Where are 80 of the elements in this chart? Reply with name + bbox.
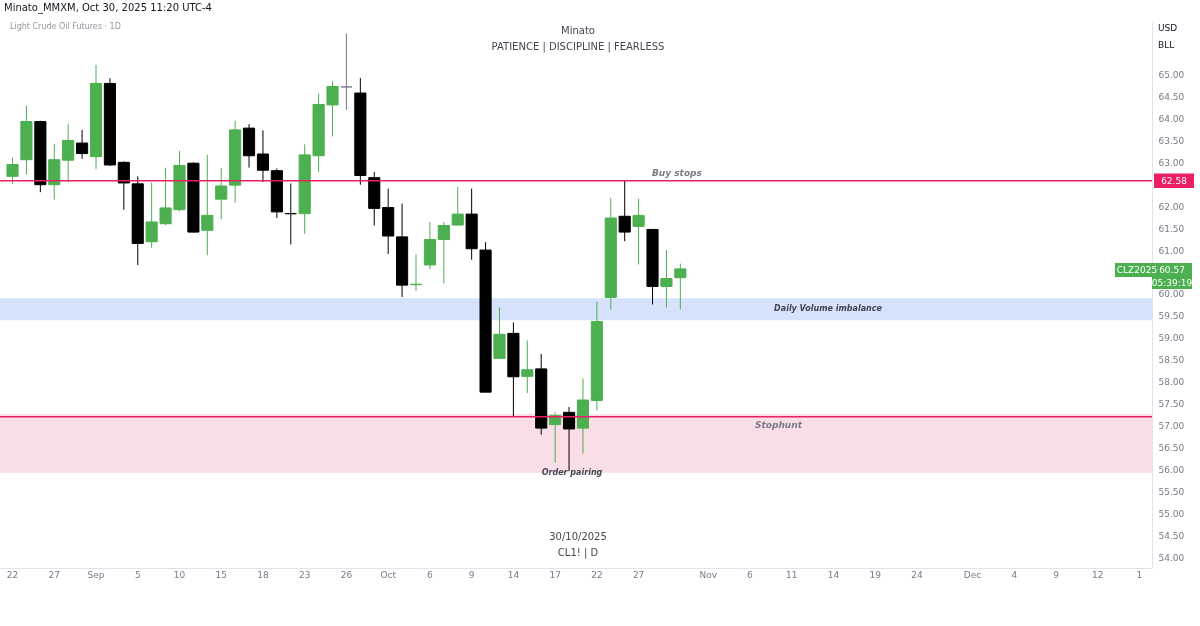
text: 62.58	[1161, 176, 1188, 186]
y-tick-label: 59.00	[1158, 333, 1185, 344]
x-tick-label: 9	[1053, 569, 1060, 580]
candlestick	[521, 339, 534, 394]
annotation: PATIENCE | DISCIPLINE | FEARLESS	[491, 41, 665, 53]
x-tick-label: 4	[1011, 569, 1018, 580]
x-tick-label: 6	[427, 569, 434, 580]
x-tick-label: 15	[215, 569, 227, 580]
candlestick	[632, 198, 645, 266]
x-tick-label: 26	[340, 569, 353, 580]
candlestick	[62, 123, 75, 183]
candlestick	[256, 129, 270, 183]
x-tick-label: 24	[911, 569, 923, 580]
x-tick-label: 27	[632, 569, 645, 580]
y-tick-label: 65.00	[1158, 70, 1185, 81]
annotation: CLZ2025	[1116, 265, 1158, 275]
y-tick-label: 58.50	[1158, 355, 1185, 366]
x-tick-label: 22	[6, 569, 19, 580]
y-tick-label: 56.50	[1158, 442, 1185, 453]
annotation: Minato	[561, 25, 595, 36]
annotation: CL1! | D	[557, 547, 599, 559]
y-tick-label: 61.00	[1158, 245, 1185, 256]
x-tick-label: 6	[747, 569, 754, 580]
candlestick	[660, 249, 673, 308]
ref-line-label: Buy stops	[652, 167, 703, 178]
band-label: Order pairing	[541, 467, 603, 477]
x-tick-label: Oct	[380, 569, 397, 580]
y-tick-label: 64.00	[1158, 113, 1185, 124]
text: 60.57	[1159, 265, 1185, 275]
x-tick-label: 19	[869, 569, 882, 580]
x-tick-label: 10	[173, 569, 186, 580]
y-tick-label: 59.50	[1158, 311, 1185, 322]
y-tick-label: 64.50	[1158, 92, 1185, 103]
x-tick-label: 11	[785, 569, 798, 580]
x-tick-label: Nov	[699, 569, 718, 580]
candlestick	[284, 182, 297, 245]
text: USD	[1158, 23, 1178, 33]
y-tick-label: 55.00	[1158, 508, 1185, 519]
candlestick	[451, 186, 464, 226]
candlestick	[6, 157, 19, 185]
candlestick	[674, 263, 687, 310]
annotation: 05:39:19	[1151, 278, 1193, 288]
x-tick-label: 18	[257, 569, 269, 580]
x-tick-label: 14	[827, 569, 840, 580]
y-tick-label: 63.50	[1158, 135, 1185, 146]
text: BLL	[1158, 40, 1175, 50]
y-tick-label: 63.00	[1158, 157, 1185, 168]
y-tick-label: 60.00	[1158, 289, 1185, 300]
candlestick	[201, 154, 214, 256]
y-tick-label: 54.50	[1158, 530, 1185, 541]
x-tick-label: 5	[134, 569, 141, 580]
candlestick	[215, 167, 228, 220]
y-tick-label: 61.50	[1158, 223, 1185, 234]
candlestick	[437, 221, 450, 284]
band-label: Daily Volume imbalance	[774, 304, 883, 314]
y-tick-label: 62.00	[1158, 201, 1185, 212]
x-tick-label: 17	[549, 569, 561, 580]
x-tick-label: 22	[591, 569, 603, 580]
x-tick-label: 12	[1092, 569, 1104, 580]
candlestick	[76, 129, 89, 160]
annotation: 30/10/2025	[549, 531, 607, 542]
y-tick-label: 54.00	[1158, 552, 1185, 563]
x-tick-label: 23	[298, 569, 311, 580]
y-tick-label: 57.50	[1158, 399, 1185, 410]
x-tick-label: 9	[468, 569, 475, 580]
x-tick-label: 27	[48, 569, 60, 580]
x-tick-label: Sep	[87, 569, 105, 580]
x-tick-label: 1	[1136, 569, 1143, 580]
x-tick-label: Dec	[963, 569, 982, 580]
ref-line-label: Stophunt	[755, 419, 803, 430]
text: Minato_MMXM, Oct 30, 2025 11:20 UTC-4	[4, 2, 212, 14]
candlestick	[618, 180, 631, 242]
candlestick	[340, 32, 353, 111]
y-tick-label: 57.00	[1158, 420, 1185, 431]
y-tick-label: 55.50	[1158, 486, 1185, 497]
chart-title: Light Crude Oil Futures · 1D	[10, 22, 121, 31]
y-tick-label: 58.00	[1158, 377, 1185, 388]
candlestick	[117, 160, 130, 211]
x-tick-label: 14	[507, 569, 520, 580]
y-tick-label: 56.00	[1158, 464, 1185, 475]
